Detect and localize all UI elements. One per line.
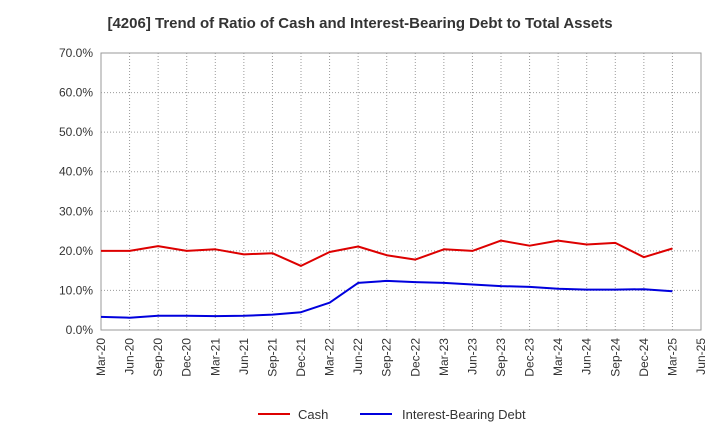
x-tick-label: Mar-20 [94, 338, 108, 376]
y-tick-label: 40.0% [59, 165, 93, 179]
y-tick-label: 20.0% [59, 244, 93, 258]
y-tick-label: 30.0% [59, 204, 93, 218]
x-tick-label: Sep-24 [608, 338, 622, 377]
x-tick-label: Mar-21 [208, 338, 222, 376]
chart-title: [4206] Trend of Ratio of Cash and Intere… [107, 15, 613, 32]
x-tick-label: Dec-20 [180, 338, 194, 377]
plot-frame [100, 52, 702, 331]
plot-area [100, 52, 702, 331]
x-axis-ticks: Mar-20 Jun-20 Sep-20 Dec-20 Mar-21 Jun-21 Sep-… [94, 338, 708, 377]
x-tick-label: Dec-22 [408, 338, 422, 377]
series-line-cash [101, 239, 673, 267]
x-tick-label: Dec-24 [637, 338, 651, 377]
series-line-interest-bearing-debt [100, 279, 673, 319]
y-tick-label: 60.0% [59, 86, 93, 100]
x-tick-label: Sep-23 [494, 338, 508, 377]
legend-label-debt: Interest-Bearing Debt [402, 407, 526, 422]
x-tick-label: Jun-25 [694, 338, 708, 375]
x-tick-label: Dec-23 [523, 338, 537, 377]
x-tick-label: Mar-25 [665, 338, 679, 376]
y-axis-ticks: 0.0% 10.0% 20.0% 30.0% 40.0% 50.0% 60.0% 70.0% [59, 46, 93, 337]
x-tick-label: Sep-22 [380, 338, 394, 377]
legend-label-cash: Cash [298, 407, 328, 422]
x-tick-label: Jun-20 [123, 338, 137, 375]
x-tick-label: Sep-21 [265, 338, 279, 377]
x-tick-label: Jun-22 [351, 338, 365, 375]
x-tick-label: Jun-21 [237, 338, 251, 375]
x-tick-label: Jun-24 [580, 338, 594, 375]
y-tick-label: 70.0% [59, 46, 93, 60]
x-tick-label: Sep-20 [151, 338, 165, 377]
x-tick-label: Jun-23 [465, 338, 479, 375]
x-tick-label: Mar-24 [551, 338, 565, 376]
x-tick-label: Mar-23 [437, 338, 451, 376]
y-tick-label: 10.0% [59, 283, 93, 297]
x-tick-label: Dec-21 [294, 338, 308, 377]
y-tick-label: 0.0% [66, 323, 94, 337]
series-lines [100, 239, 673, 319]
grid-lines [101, 53, 701, 330]
legend: Cash Interest-Bearing Debt [258, 407, 526, 422]
y-tick-label: 50.0% [59, 125, 93, 139]
x-tick-label: Mar-22 [323, 338, 337, 376]
